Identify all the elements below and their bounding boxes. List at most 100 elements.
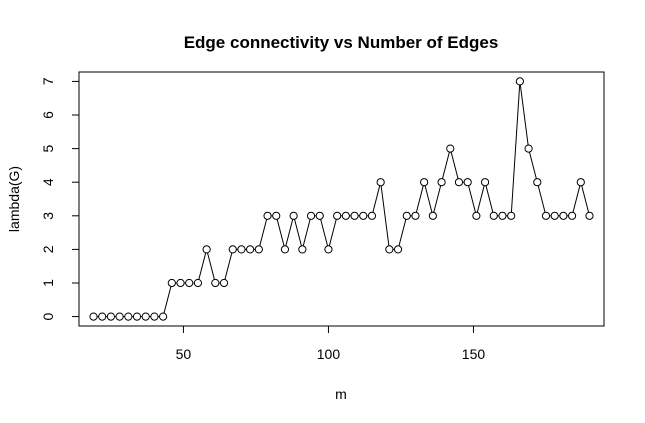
- data-point: [237, 245, 246, 254]
- y-tick-label: 1: [40, 279, 56, 287]
- data-point: [585, 211, 594, 220]
- series-line-segment: [294, 219, 302, 247]
- series-line-segment: [572, 185, 581, 213]
- y-tick-label: 5: [40, 145, 56, 153]
- series-line-segment: [485, 185, 494, 213]
- data-point: [289, 211, 298, 220]
- series-line-segment: [519, 84, 529, 146]
- data-point: [559, 211, 568, 220]
- series-points-group: [89, 77, 594, 321]
- plot-frame: [78, 71, 605, 327]
- data-point: [367, 211, 377, 220]
- series-line-segment: [398, 219, 407, 247]
- data-point: [141, 312, 150, 321]
- data-point: [280, 245, 290, 254]
- data-point: [106, 312, 116, 321]
- series-line-segment: [224, 252, 233, 280]
- data-point: [333, 211, 342, 220]
- data-point: [89, 312, 98, 321]
- data-point: [507, 211, 516, 220]
- data-point: [472, 211, 481, 220]
- data-point: [124, 312, 133, 321]
- y-tick-label: 6: [40, 111, 56, 119]
- series-line-segment: [285, 219, 294, 247]
- data-point: [211, 278, 220, 288]
- data-point: [193, 278, 203, 288]
- series-line-segment: [424, 185, 433, 213]
- series-line-segment: [320, 219, 329, 247]
- series-line-segment: [433, 185, 442, 213]
- series-line-segment: [276, 219, 285, 247]
- data-point: [272, 211, 281, 220]
- data-point: [132, 312, 142, 321]
- x-axis: 50 100 150: [176, 325, 486, 362]
- series-line-segment: [302, 219, 311, 247]
- data-point: [576, 178, 585, 187]
- y-axis-label: lambda(G): [6, 166, 22, 232]
- data-point: [246, 245, 255, 254]
- data-point: [150, 312, 159, 321]
- y-tick-label: 0: [40, 312, 56, 320]
- data-point: [167, 278, 176, 288]
- data-point: [324, 245, 333, 254]
- data-point: [219, 278, 229, 288]
- data-point: [185, 278, 194, 288]
- data-point: [263, 211, 272, 220]
- data-point: [385, 245, 394, 254]
- x-tick-label: 50: [176, 346, 192, 362]
- series-line-segment: [380, 185, 390, 246]
- data-point: [498, 211, 507, 220]
- data-point: [454, 178, 464, 187]
- data-point: [480, 178, 490, 187]
- data-point: [567, 211, 577, 220]
- series-line-segment: [468, 185, 476, 213]
- chart-title: Edge connectivity vs Number of Edges: [184, 33, 499, 52]
- data-point: [541, 211, 551, 220]
- data-point: [176, 278, 185, 288]
- data-point: [437, 178, 446, 187]
- data-point: [393, 245, 403, 254]
- y-tick-label: 3: [40, 212, 56, 220]
- data-point: [350, 211, 359, 220]
- series-line-segment: [163, 286, 172, 314]
- data-point: [98, 312, 107, 321]
- series-line-segment: [537, 185, 546, 213]
- data-point: [359, 211, 368, 220]
- series-line-segment: [259, 219, 268, 247]
- series-line-segment: [372, 185, 381, 213]
- series-line-segment: [328, 219, 337, 247]
- series-line-segment: [207, 252, 215, 280]
- data-point: [489, 211, 498, 220]
- data-point: [315, 211, 324, 220]
- data-point: [376, 178, 385, 187]
- data-point: [463, 178, 472, 187]
- y-tick-label: 4: [40, 178, 56, 186]
- y-tick-label: 2: [40, 245, 56, 253]
- data-point: [254, 245, 263, 254]
- data-point: [550, 211, 559, 220]
- data-point: [533, 178, 542, 187]
- y-axis: 0 1 2 3 4 5 6 7: [40, 77, 80, 320]
- data-point: [428, 211, 437, 220]
- data-point: [341, 211, 350, 220]
- data-point: [115, 312, 124, 321]
- series-line-segment: [529, 151, 537, 179]
- y-tick-label: 7: [40, 77, 56, 85]
- series-line-segment: [415, 185, 424, 213]
- series-line-segment: [198, 252, 207, 280]
- data-point: [298, 245, 307, 254]
- data-point: [159, 312, 168, 321]
- data-point: [515, 77, 524, 86]
- series-line-segment: [441, 151, 450, 179]
- series-line-segment: [510, 84, 521, 213]
- data-point: [306, 211, 316, 220]
- data-point: [420, 178, 429, 187]
- data-point: [228, 245, 237, 254]
- data-point: [446, 144, 455, 153]
- series-line-segment: [476, 185, 485, 213]
- data-point: [411, 211, 420, 220]
- data-point: [524, 144, 533, 153]
- x-tick-label: 100: [317, 346, 341, 362]
- x-tick-label: 150: [462, 346, 486, 362]
